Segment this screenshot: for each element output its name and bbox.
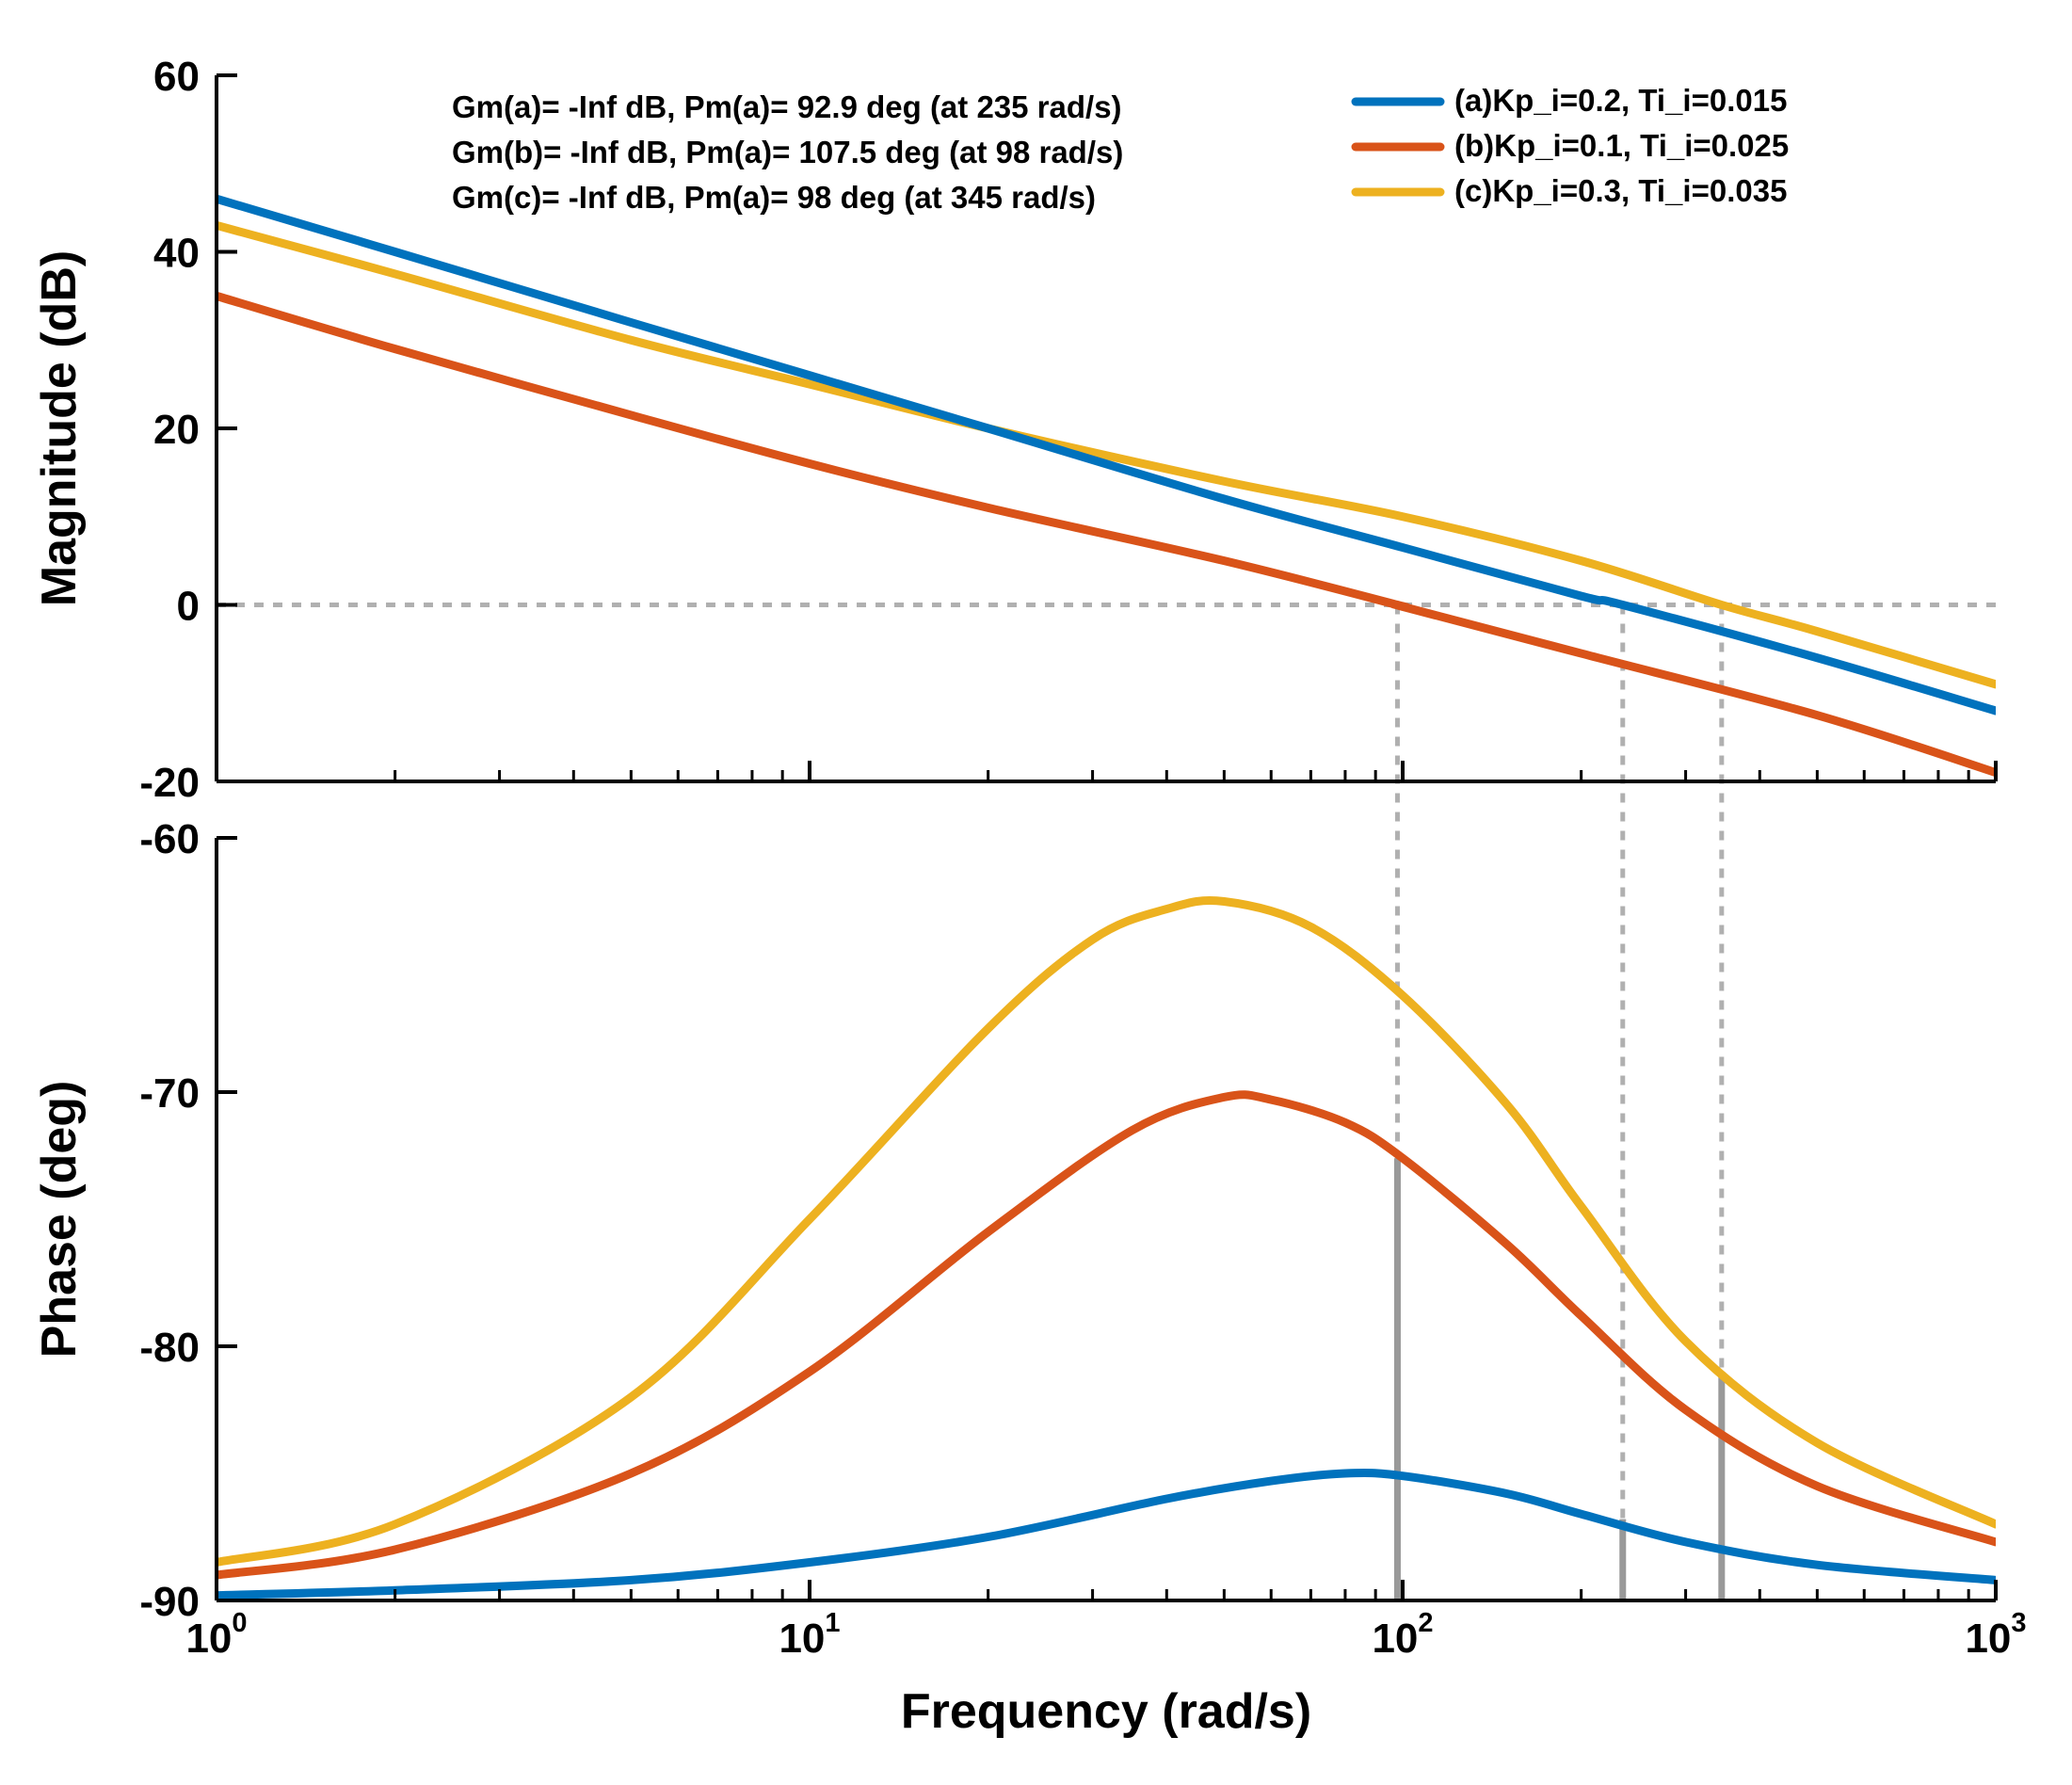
mag-series-b <box>217 296 1996 772</box>
mag-ytick-label: 0 <box>177 584 200 630</box>
magnitude-series-group <box>217 199 1996 772</box>
phase-ytick-label: -80 <box>139 1325 200 1371</box>
mag-ytick-label: 60 <box>153 54 200 100</box>
mag-ytick-label: 40 <box>153 231 200 277</box>
x-tick-label: 100 <box>185 1608 247 1662</box>
mag-ytick-label: -20 <box>139 760 200 806</box>
phase-series-group <box>217 900 1996 1595</box>
legend-label: (b)Kp_i=0.1, Ti_i=0.025 <box>1454 128 1789 163</box>
legend-label: (a)Kp_i=0.2, Ti_i=0.015 <box>1454 83 1787 118</box>
x-tick-label: 102 <box>1372 1608 1433 1662</box>
bode-plot-container: -200204060Magnitude (dB)-90-80-70-60Phas… <box>19 19 2053 1766</box>
magnitude-ylabel: Magnitude (dB) <box>32 250 87 606</box>
phase-series-a <box>217 1473 1996 1596</box>
phase-ytick-label: -60 <box>139 816 200 862</box>
mag-series-c <box>217 225 1996 684</box>
phase-ytick-label: -70 <box>139 1070 200 1117</box>
margin-annotation: Gm(a)= -Inf dB, Pm(a)= 92.9 deg (at 235 … <box>452 89 1122 124</box>
margin-annotation: Gm(c)= -Inf dB, Pm(a)= 98 deg (at 345 ra… <box>452 180 1096 215</box>
x-tick-label: 103 <box>1965 1608 2026 1662</box>
phase-series-b <box>217 1095 1996 1575</box>
mag-ytick-label: 20 <box>153 407 200 453</box>
bode-plot-svg: -200204060Magnitude (dB)-90-80-70-60Phas… <box>19 19 2053 1766</box>
x-axis-label: Frequency (rad/s) <box>901 1684 1311 1739</box>
x-tick-label: 101 <box>779 1608 840 1662</box>
legend-label: (c)Kp_i=0.3, Ti_i=0.035 <box>1454 173 1787 208</box>
phase-ylabel: Phase (deg) <box>32 1081 87 1359</box>
margin-annotation: Gm(b)= -Inf dB, Pm(a)= 107.5 deg (at 98 … <box>452 135 1123 169</box>
phase-series-c <box>217 900 1996 1562</box>
